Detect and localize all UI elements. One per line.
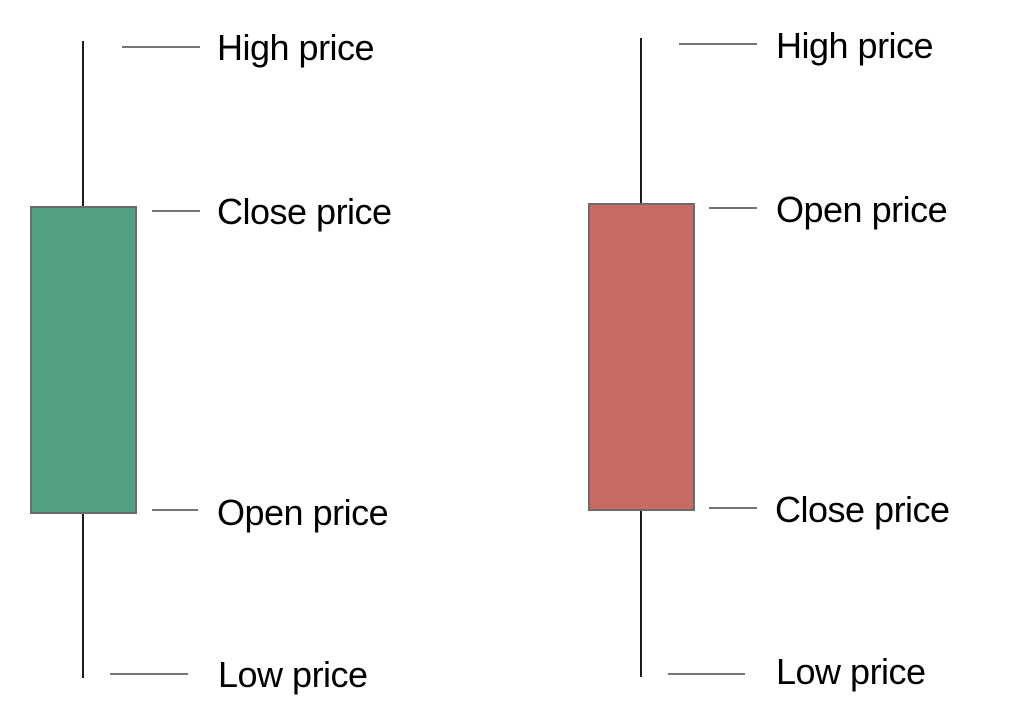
- label-close-price: Close price: [217, 191, 392, 232]
- callout-line-close: [709, 507, 757, 509]
- label-close-price: Close price: [775, 489, 950, 530]
- callout-line-low: [110, 673, 188, 675]
- bearish-candle-body: [588, 203, 695, 511]
- label-high-price: High price: [776, 25, 934, 66]
- callout-line-low: [668, 673, 745, 675]
- callout-line-close: [152, 210, 200, 212]
- callout-line-high: [679, 43, 757, 45]
- bullish-candle-body: [30, 206, 137, 514]
- label-open-price: Open price: [217, 492, 389, 533]
- label-low-price: Low price: [776, 651, 926, 692]
- callout-line-open: [709, 207, 757, 209]
- callout-line-open: [152, 509, 198, 511]
- label-high-price: High price: [217, 27, 375, 68]
- label-open-price: Open price: [776, 189, 948, 230]
- label-low-price: Low price: [218, 654, 368, 695]
- callout-line-high: [122, 46, 200, 48]
